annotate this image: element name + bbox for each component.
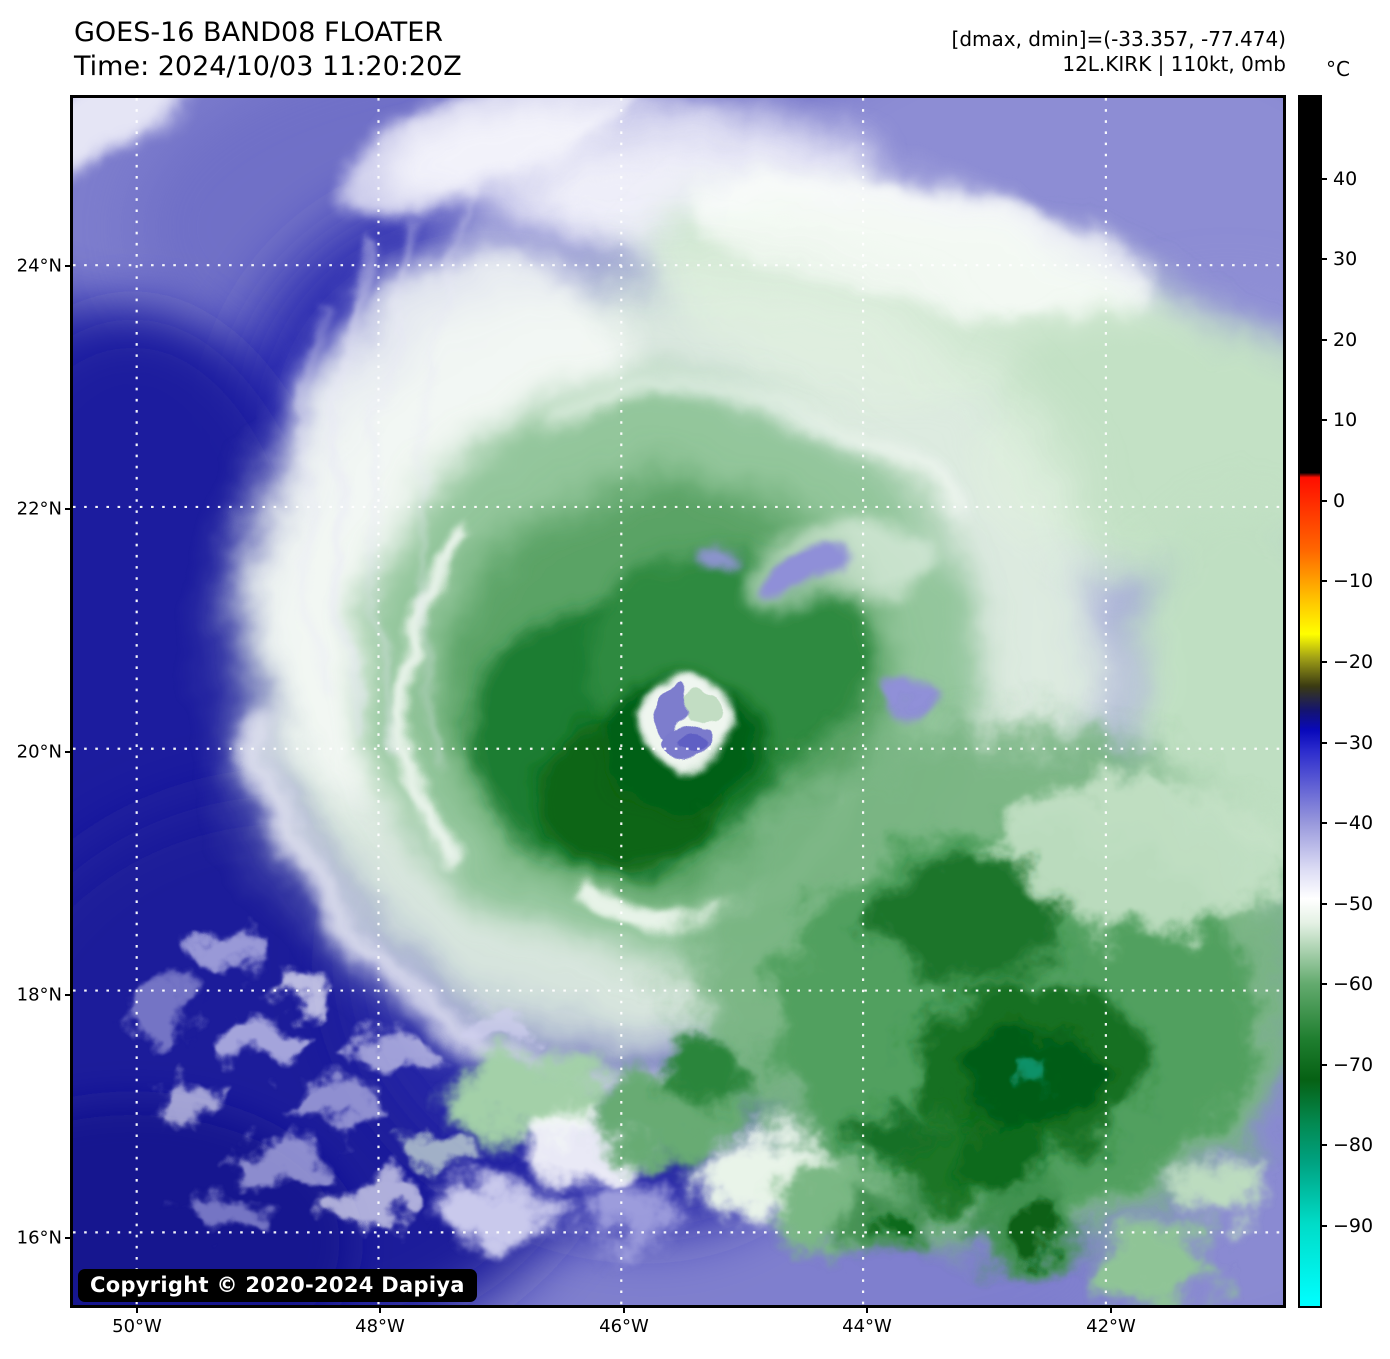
colorbar-tick	[1322, 258, 1327, 261]
y-axis-tick	[65, 1237, 70, 1239]
colorbar-tick-label: −60	[1333, 973, 1374, 996]
colorbar-tick	[1322, 741, 1327, 744]
x-axis-tick	[623, 1308, 625, 1313]
annotation-block: [dmax, dmin]=(-33.357, -77.474) 12L.KIRK…	[952, 27, 1286, 77]
x-axis-label: 44°W	[842, 1316, 892, 1337]
colorbar-tick-label: −80	[1333, 1134, 1374, 1157]
colorbar-tick	[1322, 177, 1327, 180]
colorbar-tick-label: 10	[1333, 409, 1358, 432]
colorbar-tick-label: 30	[1333, 248, 1358, 271]
x-axis-tick	[136, 1308, 138, 1313]
colorbar-tick-label: −70	[1333, 1053, 1374, 1076]
x-axis-tick	[1110, 1308, 1112, 1313]
colorbar-tick	[1322, 1144, 1327, 1147]
y-axis-tick	[65, 508, 70, 510]
x-axis-label: 42°W	[1086, 1316, 1136, 1337]
colorbar-tick-label: −10	[1333, 570, 1374, 593]
colorbar-tick-label: −50	[1333, 892, 1374, 915]
colorbar-tick-label: 20	[1333, 328, 1358, 351]
colorbar-tick-label: 40	[1333, 167, 1358, 190]
y-axis-label: 22°N	[16, 498, 62, 520]
x-axis-label: 50°W	[112, 1316, 162, 1337]
colorbar-tick	[1322, 419, 1327, 422]
time-subtitle: Time: 2024/10/03 11:20:20Z	[74, 51, 462, 82]
x-axis-label: 48°W	[355, 1316, 405, 1337]
main-title: GOES-16 BAND08 FLOATER	[74, 17, 444, 48]
x-axis-tick	[866, 1308, 868, 1313]
colorbar-tick	[1322, 499, 1327, 502]
colorbar-tick	[1322, 902, 1327, 905]
y-axis-tick	[65, 994, 70, 996]
y-axis-label: 20°N	[16, 741, 62, 763]
colorbar-unit-label: °C	[1326, 57, 1350, 81]
satellite-map: Copyright © 2020-2024 Dapiya	[70, 95, 1286, 1308]
title-block: GOES-16 BAND08 FLOATER Time: 2024/10/03 …	[74, 16, 462, 84]
convection-layer	[132, 724, 1283, 1305]
colorbar-tick	[1322, 1063, 1327, 1066]
colorbar-tick-label: 0	[1333, 489, 1346, 512]
colorbar-tick	[1322, 338, 1327, 341]
colorbar-tick	[1322, 983, 1327, 986]
y-axis-label: 18°N	[16, 984, 62, 1006]
annotation-storm: 12L.KIRK | 110kt, 0mb	[1062, 52, 1286, 76]
y-axis-tick	[65, 751, 70, 753]
colorbar-tick	[1322, 580, 1327, 583]
colorbar-tick-label: −30	[1333, 731, 1374, 754]
annotation-range: [dmax, dmin]=(-33.357, -77.474)	[951, 27, 1286, 51]
y-axis-label: 24°N	[16, 255, 62, 277]
colorbar-tick-label: −20	[1333, 651, 1374, 674]
colorbar-tick	[1322, 1224, 1327, 1227]
graticule	[73, 98, 1283, 1305]
y-axis-label: 16°N	[16, 1227, 62, 1249]
y-axis-tick	[65, 265, 70, 267]
colorbar-tick-label: −40	[1333, 812, 1374, 835]
x-axis-label: 46°W	[599, 1316, 649, 1337]
colorbar-gradient	[1298, 95, 1322, 1308]
x-axis-tick	[379, 1308, 381, 1313]
colorbar-tick	[1322, 661, 1327, 664]
satellite-image	[73, 98, 1283, 1305]
colorbar-tick-label: −90	[1333, 1214, 1374, 1237]
colorbar-tick	[1322, 822, 1327, 825]
copyright-badge: Copyright © 2020-2024 Dapiya	[78, 1269, 477, 1302]
